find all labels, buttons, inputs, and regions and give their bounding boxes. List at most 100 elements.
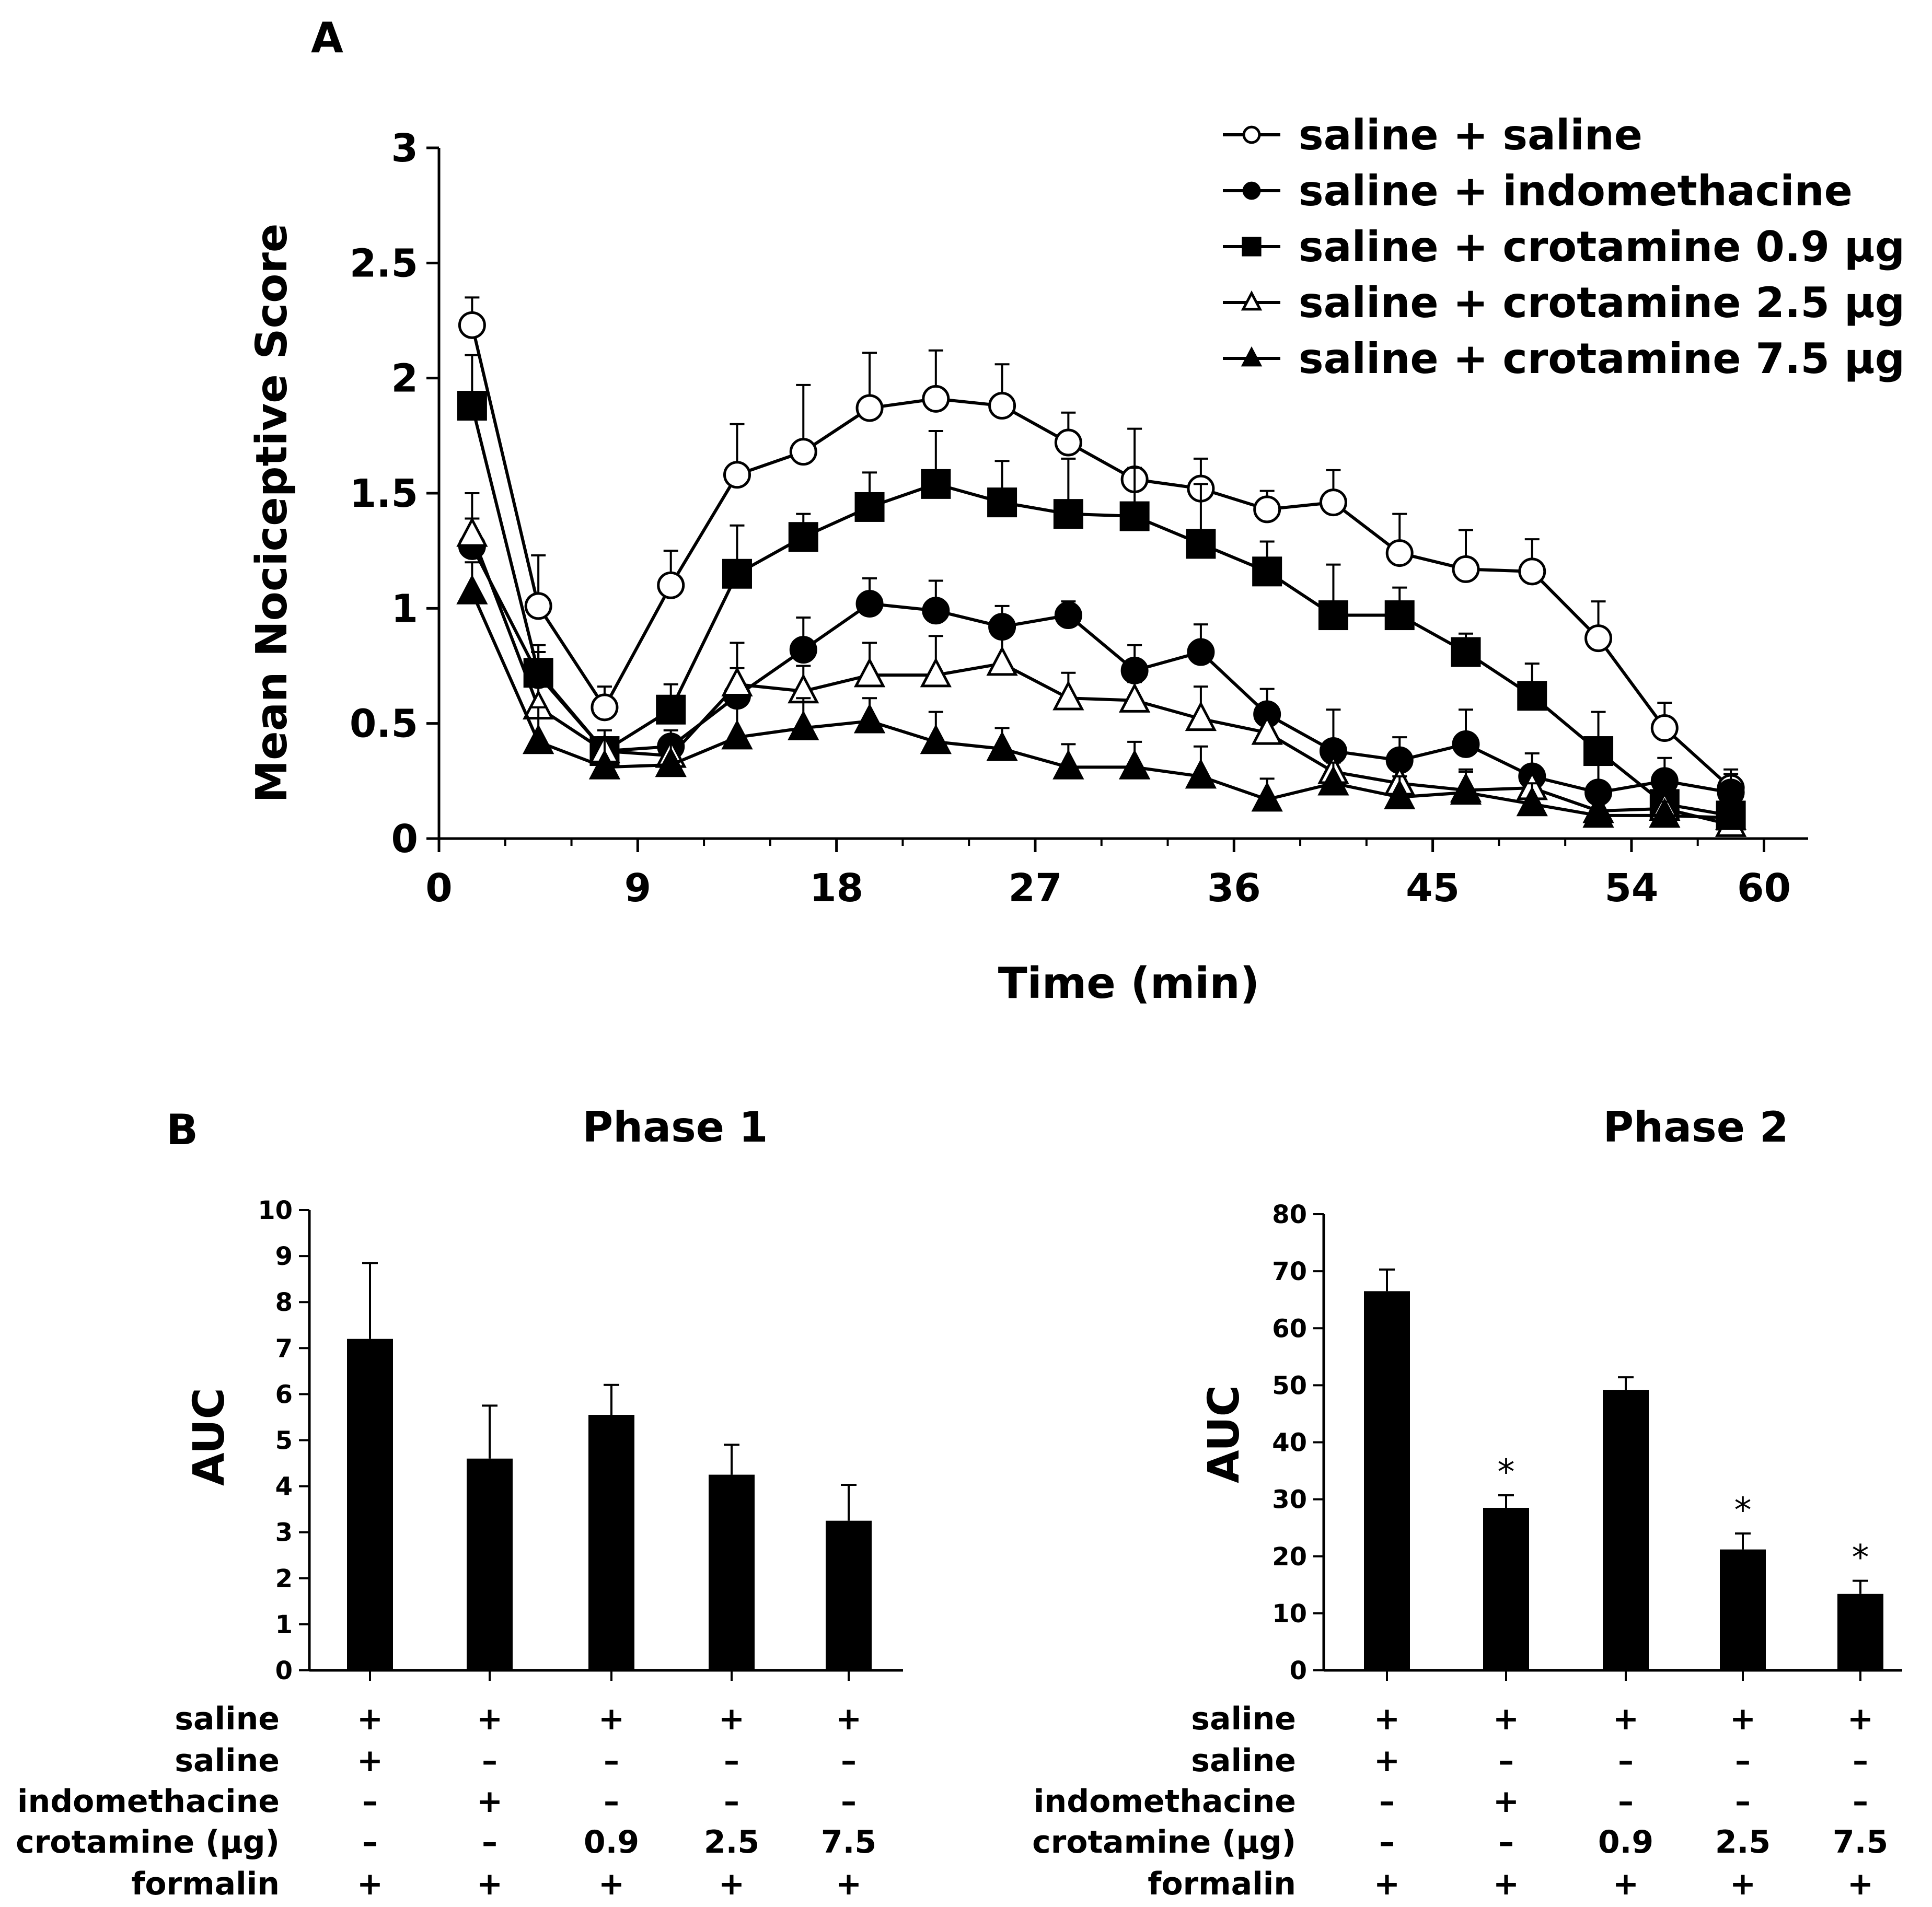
data-point	[657, 571, 685, 599]
data-point	[920, 657, 952, 688]
data-point	[1518, 557, 1546, 586]
data-point	[1385, 539, 1414, 567]
bar	[1364, 1291, 1410, 1670]
y-tick-label: 1.5	[350, 471, 418, 516]
data-point	[1253, 495, 1281, 524]
data-point	[920, 724, 952, 754]
condition-value: +	[719, 1866, 745, 1902]
series-2	[458, 517, 1745, 807]
x-axis-title: Time (min)	[998, 959, 1260, 1008]
data-point	[788, 522, 818, 552]
condition-value: –	[1618, 1742, 1634, 1779]
condition-value: +	[1847, 1866, 1873, 1902]
y-tick-label: 7	[275, 1334, 293, 1363]
condition-value: –	[362, 1824, 378, 1861]
phase2-title: Phase 2	[1603, 1103, 1789, 1152]
data-point	[721, 719, 753, 750]
legend-marker	[1242, 125, 1261, 144]
legend-label: saline + crotamine 7.5 μg	[1299, 334, 1905, 383]
data-point	[853, 657, 886, 688]
data-point	[1054, 428, 1082, 457]
condition-value: +	[598, 1701, 624, 1737]
data-point	[723, 461, 751, 489]
y-tick-label: 0	[391, 817, 419, 862]
data-point	[1516, 786, 1548, 817]
data-point	[855, 394, 884, 422]
condition-label: indomethacine	[17, 1783, 280, 1820]
condition-value: +	[1730, 1866, 1756, 1902]
y-tick-label: 0	[275, 1656, 293, 1685]
condition-value: –	[482, 1742, 498, 1779]
condition-value: –	[604, 1783, 619, 1820]
series-line	[470, 591, 1731, 820]
data-point	[1120, 656, 1149, 684]
condition-value: 2.5	[704, 1824, 759, 1861]
condition-value: –	[1853, 1783, 1868, 1820]
data-point	[458, 311, 486, 339]
data-point	[1384, 600, 1415, 631]
condition-tables: saline + + + + + saline + – – – – indomethacine – + – – –…	[16, 1701, 1888, 1902]
condition-value: +	[1493, 1701, 1519, 1737]
bar	[1603, 1390, 1649, 1670]
y-tick-label: 2.5	[350, 241, 418, 286]
bar	[826, 1520, 872, 1670]
condition-label: crotamine (μg)	[1032, 1824, 1296, 1861]
y-tick-label: 0	[1290, 1656, 1307, 1685]
condition-value: 7.5	[1833, 1824, 1888, 1861]
condition-value: +	[357, 1701, 383, 1737]
data-point	[1052, 680, 1084, 711]
condition-value: +	[357, 1866, 383, 1902]
condition-value: –	[482, 1824, 498, 1861]
phase1-bar-chart: 0 1 2 3 4 5 6 7 8 9 10	[258, 1196, 903, 1685]
condition-value: 0.9	[584, 1824, 639, 1861]
data-point	[853, 703, 886, 734]
y-tick-label: 5	[275, 1426, 293, 1456]
condition-value: –	[724, 1783, 739, 1820]
y-tick-label: 0.5	[350, 702, 418, 747]
condition-value: +	[1613, 1701, 1639, 1737]
condition-label: saline	[175, 1742, 280, 1779]
y-tick-label: 80	[1272, 1200, 1307, 1229]
data-point	[456, 517, 488, 547]
condition-value: +	[1847, 1701, 1873, 1737]
condition-value: –	[1379, 1824, 1395, 1861]
y-tick-label: 6	[275, 1380, 293, 1409]
condition-value: –	[841, 1783, 857, 1820]
data-point	[1650, 714, 1679, 742]
data-point	[1584, 624, 1613, 653]
condition-value: +	[836, 1701, 862, 1737]
data-point	[986, 646, 1018, 676]
data-point	[1517, 681, 1547, 711]
series-4	[456, 492, 1747, 837]
y-tick-label: 50	[1272, 1371, 1307, 1400]
phase1-title: Phase 1	[583, 1103, 768, 1152]
condition-value: +	[477, 1701, 503, 1737]
y-tick-label: 1	[391, 586, 419, 631]
y-tick-label: 40	[1272, 1428, 1307, 1458]
data-point	[456, 574, 488, 604]
condition-value: –	[1735, 1742, 1751, 1779]
data-point	[922, 385, 950, 413]
condition-label: formalin	[1148, 1866, 1296, 1902]
bar	[1483, 1507, 1529, 1670]
bar	[1720, 1549, 1766, 1670]
condition-value: –	[1498, 1742, 1514, 1779]
significance-marker: *	[1852, 1538, 1869, 1578]
data-point	[854, 492, 885, 522]
bar	[588, 1415, 634, 1670]
condition-label: indomethacine	[1034, 1783, 1296, 1820]
y-tick-label: 8	[275, 1288, 293, 1317]
condition-value: +	[1493, 1783, 1519, 1820]
data-point	[1054, 601, 1082, 630]
condition-value: +	[719, 1701, 745, 1737]
data-point	[922, 597, 950, 625]
condition-value: –	[841, 1742, 857, 1779]
data-point	[1452, 730, 1480, 758]
data-point	[1649, 797, 1681, 828]
condition-value: +	[1374, 1701, 1400, 1737]
condition-value: +	[1493, 1866, 1519, 1902]
data-point	[1251, 782, 1283, 812]
y-tick-label: 3	[275, 1518, 293, 1548]
data-point	[524, 592, 552, 620]
